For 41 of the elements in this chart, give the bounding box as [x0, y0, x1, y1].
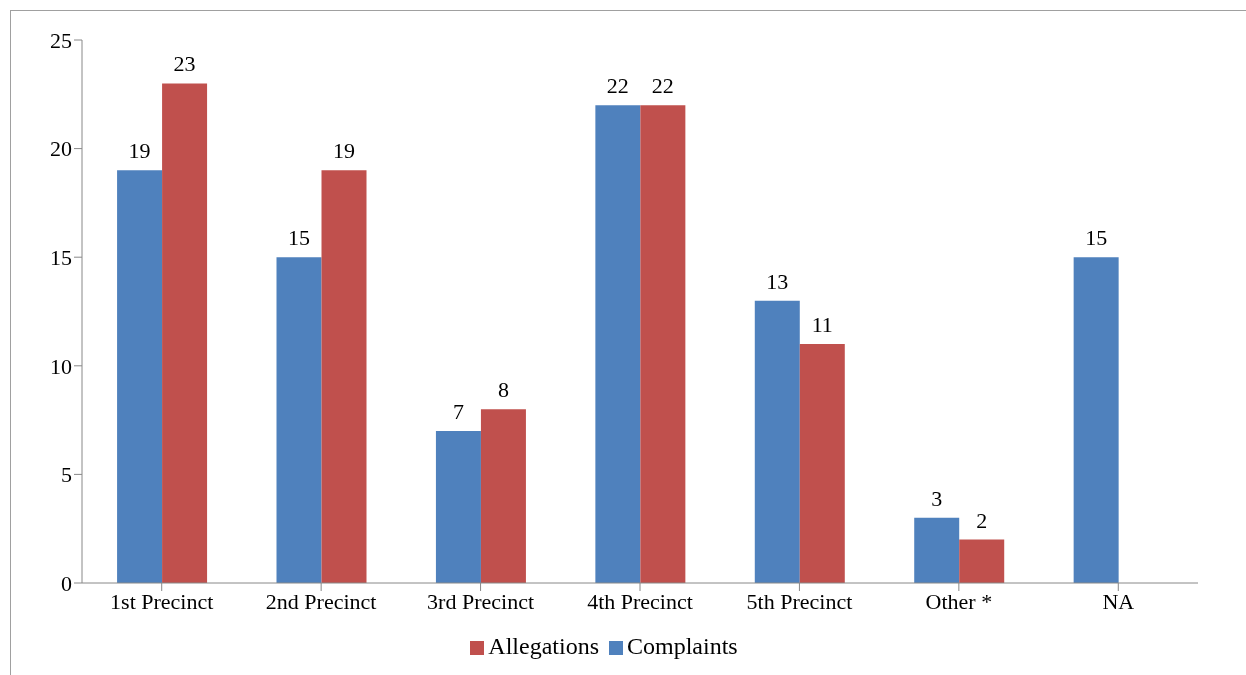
bar — [754, 300, 800, 583]
y-tick-label: 15 — [50, 245, 72, 271]
data-label: 15 — [1085, 225, 1108, 251]
data-label: 3 — [931, 485, 943, 511]
bar — [162, 83, 208, 583]
bar — [799, 344, 845, 583]
legend-label: Allegations — [488, 633, 599, 659]
data-label: 19 — [128, 138, 151, 164]
data-label: 15 — [288, 225, 310, 251]
legend-label: Complaints — [626, 633, 738, 659]
bar — [914, 517, 960, 583]
data-label: 22 — [651, 73, 674, 99]
data-label: 11 — [811, 312, 833, 338]
bar — [640, 105, 686, 583]
data-label: 7 — [452, 398, 464, 424]
y-tick-label: 0 — [61, 570, 72, 596]
x-tick-label: 3rd Precinct — [427, 588, 535, 614]
data-label: 2 — [976, 507, 988, 533]
bar — [1073, 257, 1119, 583]
x-tick-label: Other * — [925, 588, 993, 614]
bar — [321, 170, 367, 583]
data-label: 19 — [333, 138, 355, 164]
y-tick-label: 25 — [50, 27, 72, 53]
data-label: 13 — [766, 268, 789, 294]
bar — [117, 170, 163, 583]
data-label: 8 — [497, 377, 509, 403]
bar — [435, 430, 481, 583]
x-tick-label: 1st Precinct — [110, 588, 214, 614]
bar — [595, 105, 641, 583]
y-tick-label: 20 — [50, 136, 72, 162]
x-tick-label: 2nd Precinct — [265, 588, 377, 614]
x-tick-label: NA — [1102, 588, 1135, 614]
y-tick-label: 5 — [61, 462, 72, 488]
bar — [480, 409, 526, 583]
data-label: 23 — [173, 51, 196, 77]
data-label: 22 — [606, 73, 629, 99]
x-tick-label: 4th Precinct — [587, 588, 693, 614]
bar — [276, 257, 322, 583]
bar — [959, 539, 1005, 583]
x-tick-label: 5th Precinct — [746, 588, 853, 614]
y-tick-label: 10 — [50, 353, 72, 379]
